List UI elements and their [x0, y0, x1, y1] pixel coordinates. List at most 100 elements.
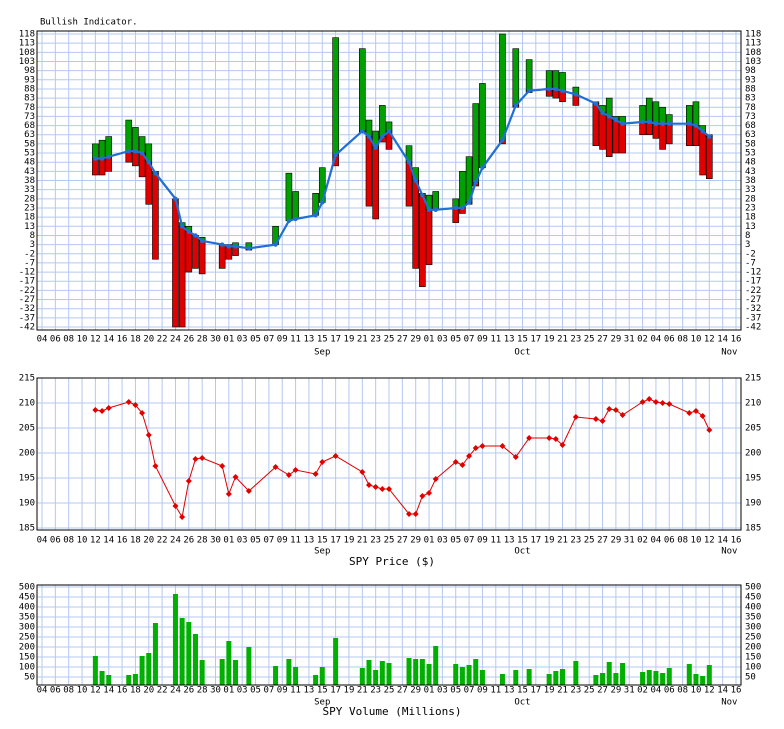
price-point — [432, 476, 439, 482]
y-tick-label: 215 — [19, 374, 35, 384]
x-tick-label: 11 — [490, 536, 501, 546]
indicator-point — [366, 134, 372, 139]
x-tick-label: 07 — [464, 536, 475, 546]
y-tick-label-right: 93 — [745, 75, 756, 85]
x-tick-label: 10 — [77, 335, 88, 345]
price-point — [99, 408, 106, 414]
x-tick-label: 17 — [530, 335, 541, 345]
x-tick-label: 19 — [544, 335, 555, 345]
volume-bar — [199, 660, 205, 685]
price-point — [92, 407, 99, 413]
price-point — [472, 445, 479, 451]
x-tick-label: 25 — [384, 686, 395, 696]
x-tick-label: 02 — [637, 686, 648, 696]
down-bar — [419, 194, 426, 288]
x-tick-label: 04 — [37, 536, 48, 546]
volume-bar — [546, 674, 552, 685]
volume-bar — [273, 666, 279, 685]
down-bar — [185, 231, 193, 273]
y-tick-label-right: 195 — [745, 474, 761, 484]
volume-bar — [459, 667, 465, 685]
price-point — [192, 456, 199, 462]
x-tick-label: 14 — [717, 335, 728, 345]
volume-bar — [666, 668, 672, 685]
x-tick-label: 09 — [277, 686, 288, 696]
volume-bar — [479, 670, 485, 685]
indicator-point — [226, 244, 232, 249]
indicator-point — [420, 192, 425, 198]
x-tick-label: 05 — [250, 335, 261, 345]
x-tick-label: 13 — [304, 335, 315, 345]
indicator-point — [546, 86, 552, 92]
price-point — [659, 400, 666, 406]
price-point — [172, 503, 179, 509]
x-tick-label: 01 — [424, 335, 435, 345]
volume-bar — [139, 656, 145, 685]
indicator-point — [219, 242, 225, 247]
price-point — [559, 442, 566, 448]
y-tick-label: 205 — [19, 424, 35, 434]
price-point — [606, 406, 613, 412]
up-bar — [552, 70, 560, 90]
volume-bar — [99, 671, 105, 685]
y-tick-label-right: 33 — [745, 185, 756, 195]
y-tick-label: 500 — [19, 583, 35, 593]
x-tick-label: 29 — [610, 686, 621, 696]
indicator-point — [620, 121, 625, 126]
indicator-point — [607, 114, 612, 119]
price-point — [219, 463, 226, 469]
indicator-point — [179, 224, 185, 229]
y-tick-label: 73 — [24, 112, 35, 122]
price-point — [412, 511, 419, 517]
volume-bar — [366, 660, 372, 685]
x-tick-label: 12 — [90, 686, 101, 696]
y-tick-label: -32 — [19, 304, 35, 314]
x-tick-label: 17 — [530, 536, 541, 546]
price-point — [572, 414, 579, 420]
y-tick-label: -7 — [24, 258, 35, 268]
x-tick-label: 18 — [130, 536, 141, 546]
x-tick-label: 13 — [504, 686, 515, 696]
y-tick-label-right: -32 — [745, 304, 761, 314]
x-tick-label: 10 — [77, 686, 88, 696]
x-tick-label: 20 — [143, 686, 154, 696]
down-bar — [699, 130, 706, 176]
indicator-point — [146, 159, 151, 165]
y-tick-label: 83 — [24, 94, 35, 104]
x-tick-label: 10 — [691, 335, 702, 345]
price-point — [105, 405, 112, 411]
up-bar — [645, 97, 653, 123]
volume-bar — [146, 653, 152, 685]
indicator-point — [380, 134, 385, 139]
y-tick-label-right: 400 — [745, 603, 761, 613]
indicator-point — [660, 121, 665, 126]
up-bar — [652, 101, 660, 125]
x-tick-label: 01 — [223, 536, 234, 546]
y-tick-label: 195 — [19, 474, 35, 484]
indicator-point — [647, 119, 652, 125]
x-tick-label: 05 — [450, 686, 461, 696]
price-point — [332, 453, 339, 459]
up-bar — [105, 136, 113, 157]
down-bar — [659, 123, 666, 150]
y-tick-label: 13 — [24, 222, 35, 232]
volume-bar — [653, 671, 659, 685]
y-tick-label: 450 — [19, 593, 35, 603]
volume-bar — [386, 663, 392, 685]
volume-bar — [606, 662, 612, 685]
y-tick-label-right: 78 — [745, 103, 756, 113]
y-tick-label-right: 58 — [745, 139, 756, 149]
y-tick-label-right: 48 — [745, 158, 756, 168]
x-tick-label: 03 — [237, 536, 248, 546]
price-point — [285, 472, 292, 478]
x-tick-label: 27 — [397, 335, 408, 345]
indicator-point — [139, 150, 145, 156]
y-tick-label: 118 — [19, 30, 35, 40]
x-tick-label: 11 — [290, 335, 301, 345]
volume-bar — [106, 675, 112, 685]
up-bar — [98, 139, 106, 159]
indicator-point — [513, 103, 518, 108]
x-tick-label: 05 — [250, 686, 261, 696]
price-point — [452, 459, 459, 465]
x-tick-label: 03 — [437, 686, 448, 696]
